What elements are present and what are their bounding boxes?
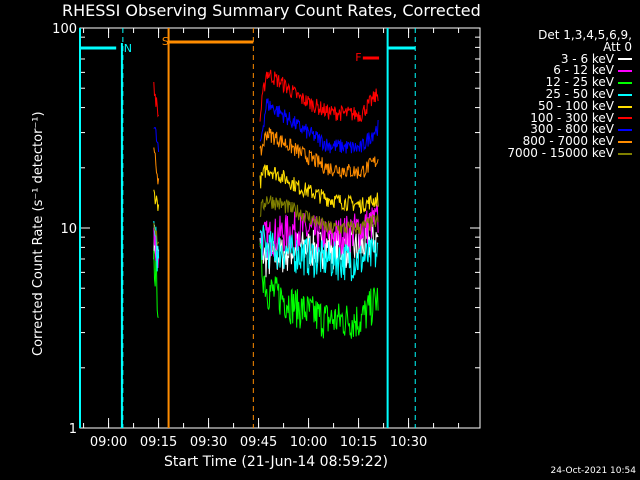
legend-label: 25 - 50 keV [545, 86, 614, 101]
legend-entry: 3 - 6 keV [507, 51, 632, 66]
legend-entry: 50 - 100 keV [507, 98, 632, 113]
legend-swatch [618, 105, 632, 108]
legend-entry: 100 - 300 keV [507, 110, 632, 125]
x-tick-label: 09:30 [190, 435, 227, 450]
legend-entries: 3 - 6 keV 6 - 12 keV 12 - 25 keV 25 - 50 ke… [507, 51, 632, 160]
legend-label: 7000 - 15000 keV [507, 145, 614, 160]
x-tick-label: 09:15 [140, 435, 177, 450]
legend-swatch [618, 93, 632, 96]
series-line [153, 250, 159, 318]
series-line [153, 81, 160, 118]
series-line [259, 225, 379, 282]
x-tick-label: 10:15 [340, 435, 377, 450]
legend-label: 6 - 12 keV [553, 63, 614, 78]
legend-label: 100 - 300 keV [530, 110, 614, 125]
x-tick-label: 09:45 [240, 435, 277, 450]
y-tick-label: 1 [69, 422, 77, 437]
legend-label: 3 - 6 keV [560, 51, 614, 66]
chart-title: RHESSI Observing Summary Count Rates, Co… [62, 1, 481, 20]
series-line [153, 189, 160, 211]
legend-swatch [618, 141, 632, 144]
series-line [153, 222, 160, 247]
x-tick-label: 10:30 [390, 435, 427, 450]
series-line [259, 69, 379, 122]
detector-header-2: Att 0 [603, 39, 632, 54]
series-line [259, 163, 379, 215]
legend-entry: 25 - 50 keV [507, 86, 632, 101]
detector-header-1: Det 1,3,4,5,6,9, [538, 28, 632, 42]
legend-swatch [618, 82, 632, 85]
x-tick-label: 09:00 [90, 435, 127, 450]
legend-swatch [618, 58, 632, 61]
legend-entry: 12 - 25 keV [507, 75, 632, 90]
y-axis-label: Corrected Count Rate (s⁻¹ detector⁻¹) [31, 111, 46, 356]
legend-swatch [618, 152, 632, 155]
flag-label-n: N [124, 42, 132, 55]
x-tick-label: 10:00 [290, 435, 327, 450]
flag-label-f: F [355, 51, 361, 64]
series-line [259, 243, 379, 339]
legend-swatch [618, 70, 632, 73]
legend-entry: 800 - 7000 keV [507, 134, 632, 149]
timestamp-footer: 24-Oct-2021 10:54 [550, 466, 636, 476]
legend-label: 300 - 800 keV [530, 122, 614, 137]
series-line [259, 127, 379, 180]
legend-entry: 7000 - 15000 keV [507, 145, 632, 160]
series-line [153, 147, 160, 185]
legend-swatch [618, 117, 632, 120]
legend-entry: 300 - 800 keV [507, 122, 632, 137]
legend: Det 1,3,4,5,6,9, Att 0 3 - 6 keV 6 - 12 k… [507, 28, 632, 160]
series-line [259, 98, 379, 154]
y-tick-label: 100 [52, 22, 77, 37]
legend-label: 12 - 25 keV [545, 75, 614, 90]
y-tick-label: 10 [60, 222, 77, 237]
legend-label: 50 - 100 keV [537, 98, 614, 113]
legend-entry: 6 - 12 keV [507, 63, 632, 78]
x-axis-label: Start Time (21-Jun-14 08:59:22) [164, 454, 388, 470]
series-line [259, 195, 379, 236]
flag-label-s: S [162, 35, 169, 48]
series-line [153, 127, 160, 153]
legend-label: 800 - 7000 keV [522, 134, 614, 149]
legend-swatch [618, 129, 632, 132]
